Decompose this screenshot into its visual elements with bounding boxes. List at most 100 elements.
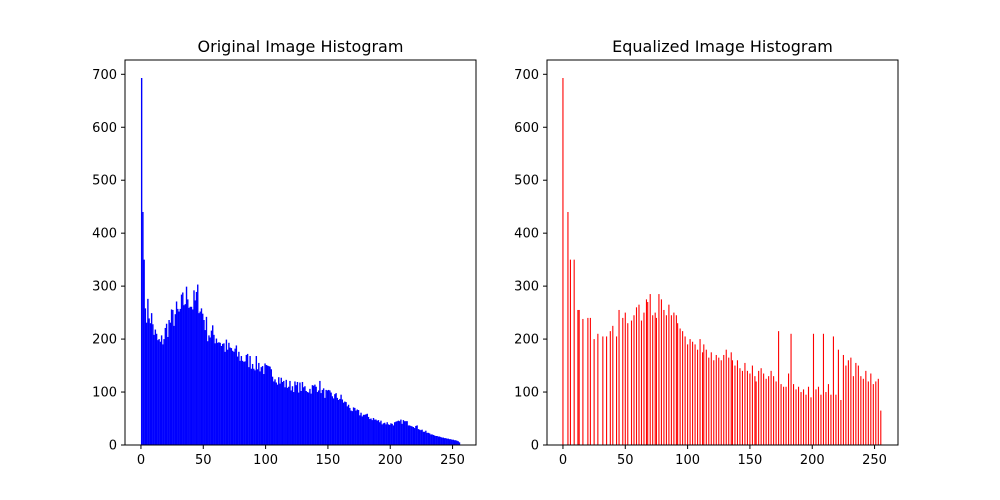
original-histogram-bar bbox=[165, 323, 168, 445]
original-histogram-bar bbox=[335, 393, 337, 445]
original-histogram-bar bbox=[246, 353, 249, 445]
equalized-histogram-bar bbox=[744, 362, 746, 445]
equalized-histogram-bar bbox=[673, 312, 675, 445]
original-histogram-bar bbox=[190, 306, 193, 445]
equalized-histogram-bar bbox=[720, 360, 722, 445]
original-histogram-bar bbox=[314, 384, 316, 445]
original-histogram-bar bbox=[316, 392, 319, 445]
equalized-x-axis-ticks: 0 50 100 150 200 250 bbox=[559, 445, 887, 468]
original-histogram-bar bbox=[159, 341, 162, 445]
original-histogram-bar bbox=[178, 311, 180, 445]
original-histogram-bar bbox=[366, 413, 368, 445]
original-histogram-bar bbox=[379, 422, 381, 445]
original-histogram-bar bbox=[427, 432, 430, 445]
original-histogram-bar bbox=[370, 418, 372, 445]
equalized-histogram-bar bbox=[773, 376, 775, 445]
equalized-histogram-bar bbox=[840, 399, 842, 445]
equalized-histogram-bar bbox=[665, 315, 667, 445]
equalized-histogram-bar bbox=[758, 370, 760, 445]
equalized-histogram-bar bbox=[837, 349, 839, 445]
original-histogram-bar bbox=[167, 336, 169, 445]
original-histogram-bar bbox=[294, 381, 296, 445]
original-histogram-bar bbox=[326, 390, 329, 445]
original-histogram-bar bbox=[149, 323, 152, 445]
equalized-histogram-bar bbox=[795, 389, 797, 445]
equalized-histogram-bar bbox=[778, 331, 780, 445]
original-histogram-bar bbox=[238, 351, 240, 445]
original-histogram-bar bbox=[239, 360, 241, 445]
equalized-histogram-bar bbox=[624, 312, 626, 445]
equalized-histogram-bar bbox=[765, 378, 767, 445]
original-histogram-bar bbox=[324, 397, 326, 445]
original-histogram-bar bbox=[389, 424, 391, 445]
original-histogram-bar bbox=[457, 441, 459, 445]
original-histogram-bar bbox=[445, 438, 447, 445]
equalized-histogram-bar bbox=[562, 78, 564, 445]
original-histogram-bar bbox=[177, 308, 179, 445]
original-histogram-bar bbox=[354, 407, 356, 445]
equalized-histogram-bar bbox=[682, 331, 684, 445]
equalized-histogram-bar bbox=[705, 349, 707, 445]
original-histogram-bar bbox=[456, 440, 458, 445]
original-histogram-bar bbox=[209, 337, 211, 445]
original-histogram-bar bbox=[393, 422, 396, 445]
equalized-histogram-bar bbox=[679, 328, 681, 445]
equalized-histogram-bar bbox=[805, 394, 807, 445]
original-plot-frame bbox=[124, 59, 477, 446]
original-histogram-bar bbox=[401, 423, 403, 445]
original-histogram-bar bbox=[215, 338, 218, 445]
original-histogram-bar bbox=[365, 414, 367, 445]
equalized-histogram-bar bbox=[677, 323, 679, 445]
original-histogram-bar bbox=[381, 424, 383, 445]
original-histogram-bar bbox=[442, 437, 444, 445]
equalized-x-tick-label: 100 bbox=[675, 453, 700, 468]
equalized-histogram-bar bbox=[647, 302, 649, 445]
equalized-y-tick-label: 600 bbox=[514, 121, 539, 136]
original-histogram-bar bbox=[390, 423, 392, 445]
original-y-axis-ticks: 0 100 200 300 400 500 600 700 bbox=[92, 68, 125, 454]
original-histogram-bar bbox=[173, 325, 175, 445]
original-histogram-bar bbox=[194, 300, 196, 445]
original-histogram-bar bbox=[284, 387, 286, 445]
original-histogram-bar bbox=[185, 286, 188, 445]
equalized-histogram-bar bbox=[746, 370, 748, 445]
equalized-histogram-bar bbox=[850, 357, 852, 445]
original-histogram-bar bbox=[336, 397, 339, 445]
original-histogram-bar bbox=[260, 367, 263, 445]
equalized-histogram-bar bbox=[788, 373, 790, 445]
original-histogram-bar bbox=[448, 439, 451, 445]
equalized-y-axis-ticks: 0 100 200 300 400 500 600 700 bbox=[514, 68, 547, 454]
equalized-histogram-bar bbox=[847, 360, 849, 445]
original-histogram-bar bbox=[231, 350, 234, 445]
equalized-histogram-bar bbox=[582, 318, 584, 445]
equalized-histogram-bar bbox=[612, 325, 614, 445]
original-histogram-bar bbox=[289, 380, 291, 445]
original-histogram-bar bbox=[387, 424, 390, 445]
original-histogram-bar bbox=[377, 420, 380, 445]
equalized-histogram-bar bbox=[616, 336, 618, 445]
original-histogram-bar bbox=[426, 432, 428, 445]
original-histogram-bar bbox=[155, 333, 158, 445]
original-histogram-bar bbox=[432, 434, 435, 445]
original-histogram-bar bbox=[367, 416, 370, 445]
equalized-histogram-bar bbox=[754, 376, 756, 445]
original-histogram-bar bbox=[268, 366, 270, 445]
equalized-y-tick-label: 400 bbox=[514, 227, 539, 242]
original-histogram-bar bbox=[255, 356, 258, 445]
equalized-histogram-bar bbox=[855, 362, 857, 445]
original-histogram-bar bbox=[140, 78, 143, 445]
equalized-histogram-bar bbox=[790, 333, 792, 445]
original-histogram-bar bbox=[220, 345, 223, 445]
original-histogram-bar bbox=[285, 379, 287, 445]
equalized-histogram-bar bbox=[755, 381, 757, 445]
original-histogram-bar bbox=[374, 419, 376, 445]
original-histogram-bar bbox=[266, 365, 269, 445]
original-histogram-bar bbox=[300, 390, 302, 445]
equalized-histogram-bar bbox=[741, 370, 743, 445]
original-histogram-bar bbox=[223, 343, 225, 445]
equalized-histogram-bar bbox=[577, 309, 579, 445]
equalized-histogram-bar bbox=[699, 339, 701, 445]
original-histogram-bar bbox=[299, 382, 301, 445]
equalized-histogram-bar bbox=[702, 352, 704, 445]
equalized-histogram-bar bbox=[643, 312, 645, 445]
